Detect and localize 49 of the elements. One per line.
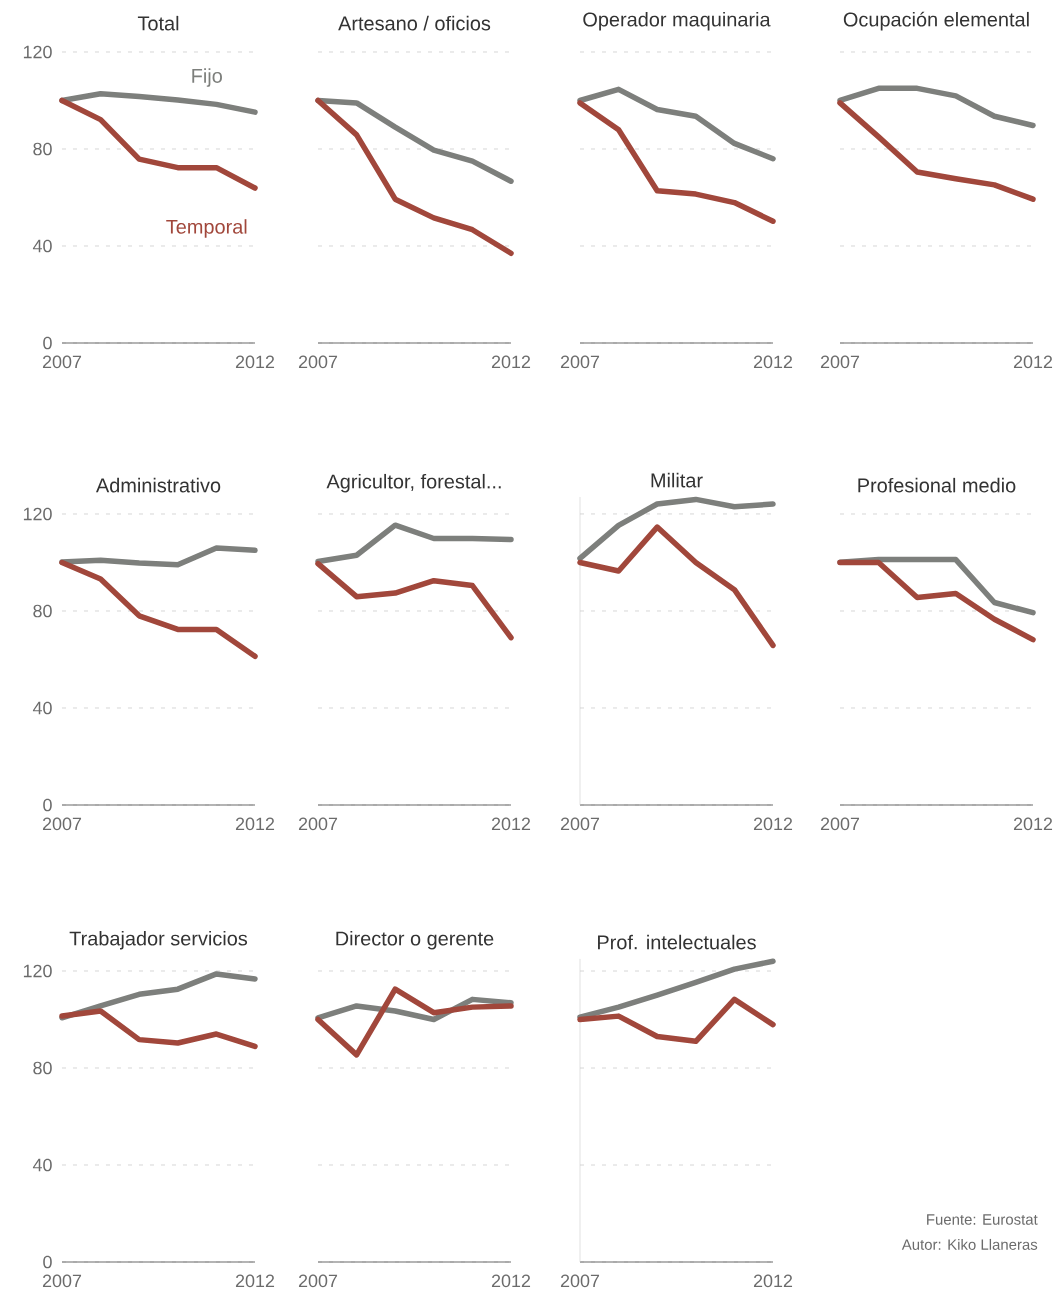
chart-title: Trabajador servicios bbox=[69, 930, 247, 950]
y-tick-label: 120 bbox=[23, 964, 52, 978]
y-tick-label: 40 bbox=[32, 701, 52, 715]
x-tick-label: 2007 bbox=[298, 817, 337, 831]
chart-title: Director o gerente bbox=[336, 930, 494, 950]
chart-title: Militar bbox=[651, 472, 703, 488]
series-label: Temporal bbox=[166, 219, 247, 238]
text: Autor: Kiko Llaneras bbox=[901, 1238, 1038, 1250]
x-tick-label: 2012 bbox=[753, 1274, 792, 1288]
x-tick-label: 2007 bbox=[820, 817, 859, 831]
chart-title: Agricultor, forestal... bbox=[326, 473, 501, 493]
chart-title: Total bbox=[137, 15, 179, 31]
x-tick-label: 2012 bbox=[235, 1274, 274, 1288]
x-tick-label: 2007 bbox=[820, 355, 859, 369]
y-tick-label: 40 bbox=[32, 1158, 52, 1172]
x-tick-label: 2007 bbox=[560, 355, 599, 369]
chart-title: Operador maquinaria bbox=[583, 11, 771, 31]
y-tick-label: 120 bbox=[23, 507, 52, 521]
chart-title: Administrativo bbox=[95, 477, 221, 493]
x-tick-label: 2012 bbox=[1013, 355, 1052, 369]
x-tick-label: 2007 bbox=[298, 1274, 337, 1288]
x-tick-label: 2007 bbox=[42, 1274, 81, 1288]
y-tick-label: 0 bbox=[43, 1255, 52, 1269]
y-tick-label: 80 bbox=[33, 142, 52, 156]
x-tick-label: 2012 bbox=[491, 355, 530, 369]
x-tick-label: 2007 bbox=[560, 1274, 599, 1288]
x-tick-label: 2012 bbox=[491, 817, 530, 831]
y-tick-label: 120 bbox=[23, 45, 52, 59]
source-note: Fuente: Eurostat bbox=[926, 1214, 1038, 1225]
x-tick-label: 2012 bbox=[753, 817, 792, 831]
chart-title: Ocupación elemental bbox=[843, 11, 1029, 31]
x-tick-label: 2007 bbox=[42, 355, 81, 369]
x-tick-label: 2007 bbox=[42, 817, 81, 831]
y-tick-label: 80 bbox=[33, 1061, 52, 1075]
x-tick-label: 2012 bbox=[491, 1274, 530, 1288]
y-tick-label: 0 bbox=[43, 798, 52, 812]
y-tick-label: 40 bbox=[32, 239, 52, 253]
x-tick-label: 2012 bbox=[753, 355, 792, 369]
chart-title: Profesional medio bbox=[858, 477, 1016, 493]
x-tick-label: 2012 bbox=[235, 355, 274, 369]
x-tick-label: 2012 bbox=[1013, 817, 1052, 831]
x-tick-label: 2007 bbox=[560, 817, 599, 831]
chart-title: Artesano / oficios bbox=[337, 15, 491, 31]
series-label: Fijo bbox=[192, 68, 222, 87]
y-tick-label: 0 bbox=[43, 336, 52, 350]
x-tick-label: 2012 bbox=[235, 817, 274, 831]
y-tick-label: 80 bbox=[33, 604, 52, 618]
x-tick-label: 2007 bbox=[298, 355, 337, 369]
chart-title: Prof. intelectuales bbox=[597, 934, 756, 950]
